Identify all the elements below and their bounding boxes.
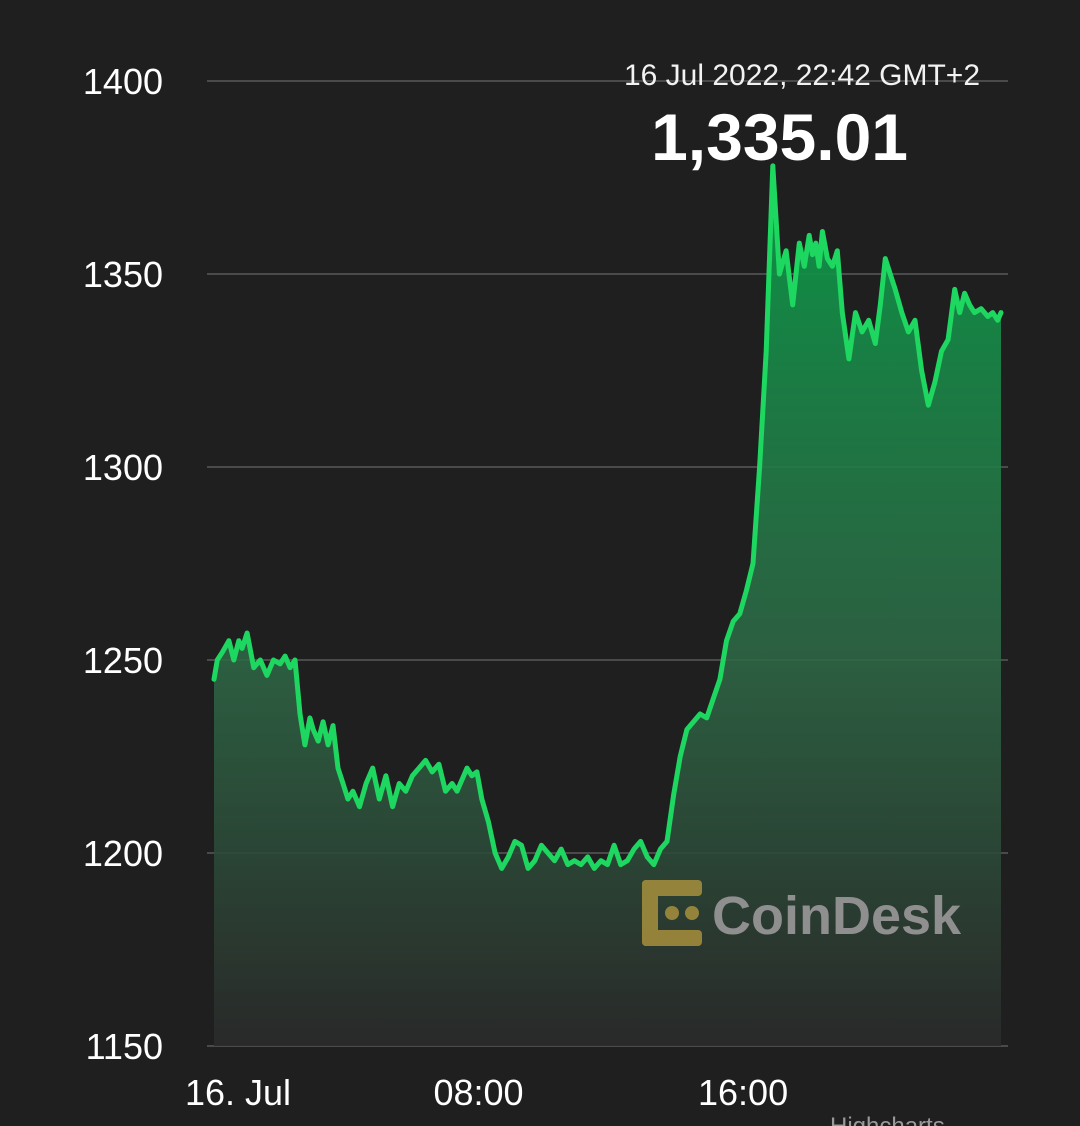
tooltip-datetime: 16 Jul 2022, 22:42 GMT+2 — [624, 59, 980, 92]
watermark-text: CoinDesk — [712, 886, 962, 946]
y-tick-label: 1150 — [86, 1026, 163, 1067]
x-tick-label: 16:00 — [698, 1072, 788, 1113]
y-axis-tick-labels: 1150 1200 1250 1300 1350 1400 — [83, 61, 163, 1067]
x-tick-label: 16. Jul — [185, 1072, 291, 1113]
x-tick-label: 08:00 — [433, 1072, 523, 1113]
chart-credits[interactable]: Highcharts — [830, 1113, 945, 1126]
coindesk-logo-icon — [642, 880, 702, 946]
y-tick-label: 1300 — [83, 447, 163, 488]
coindesk-watermark: CoinDesk — [642, 880, 962, 946]
tooltip-price-value: 1,335.01 — [651, 100, 908, 174]
x-axis-tick-labels: 16. Jul 08:00 16:00 — [185, 1072, 788, 1113]
y-tick-label: 1200 — [83, 833, 163, 874]
price-area-fill — [214, 165, 1001, 1046]
y-tick-label: 1250 — [83, 640, 163, 681]
y-tick-label: 1400 — [83, 61, 163, 102]
y-tick-label: 1350 — [83, 254, 163, 295]
price-line[interactable] — [211, 163, 1004, 871]
